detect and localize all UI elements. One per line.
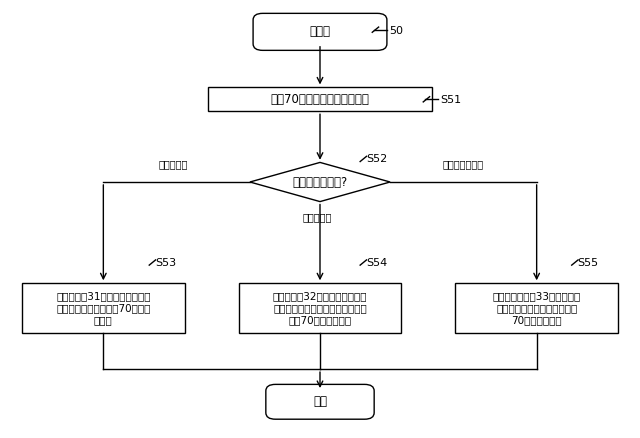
Polygon shape xyxy=(250,162,390,201)
Text: S54: S54 xyxy=(366,258,387,268)
FancyBboxPatch shape xyxy=(22,283,184,333)
Text: 一次データ: 一次データ xyxy=(159,159,188,170)
FancyBboxPatch shape xyxy=(456,283,618,333)
Text: S53: S53 xyxy=(155,258,176,268)
Text: 一次データ31に記録されている
レーダのデータを端末70の画面
に表示: 一次データ31に記録されている レーダのデータを端末70の画面 に表示 xyxy=(56,292,150,325)
FancyBboxPatch shape xyxy=(266,385,374,419)
Text: 判別結果データ: 判別結果データ xyxy=(443,159,484,170)
Text: 判別結果データ33に記録され
ている鳥類等のデータを端末
70の画面に表示: 判別結果データ33に記録され ている鳥類等のデータを端末 70の画面に表示 xyxy=(493,292,580,325)
Text: 二次データ32に記録されている
クラッタ除去した物標のデータを
端末70の画面に表示: 二次データ32に記録されている クラッタ除去した物標のデータを 端末70の画面に… xyxy=(273,292,367,325)
Text: 表示部: 表示部 xyxy=(310,25,330,39)
Text: 50: 50 xyxy=(389,25,403,35)
Text: S51: S51 xyxy=(440,95,461,105)
Text: 終了: 終了 xyxy=(313,395,327,408)
Text: 端末70からの表示命令の受信: 端末70からの表示命令の受信 xyxy=(271,93,369,106)
FancyBboxPatch shape xyxy=(239,283,401,333)
Text: 表示するデータ?: 表示するデータ? xyxy=(292,176,348,188)
Text: S55: S55 xyxy=(577,258,598,268)
Text: 二次データ: 二次データ xyxy=(302,212,332,222)
Text: S52: S52 xyxy=(366,154,387,164)
FancyBboxPatch shape xyxy=(209,87,431,111)
FancyBboxPatch shape xyxy=(253,13,387,50)
